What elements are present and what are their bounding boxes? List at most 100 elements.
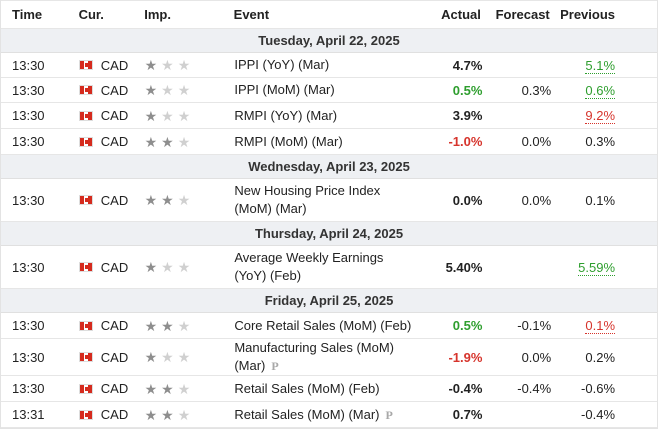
event-previous-cell: 0.1% bbox=[557, 318, 657, 334]
importance-star-empty-icon: ★ bbox=[161, 82, 174, 98]
event-previous: 0.3% bbox=[585, 134, 616, 149]
currency-code: CAD bbox=[100, 259, 129, 275]
importance-rating: ★ ★ ★ bbox=[133, 83, 225, 97]
event-previous: -0.4% bbox=[581, 407, 616, 422]
event-name-cell[interactable]: Core Retail Sales (MoM) (Feb) bbox=[224, 317, 411, 335]
date-group-header: Thursday, April 24, 2025 bbox=[1, 222, 657, 246]
event-name-cell[interactable]: Average Weekly Earnings (YoY) (Feb) bbox=[224, 249, 411, 285]
header-actual[interactable]: Actual bbox=[441, 7, 481, 22]
event-actual: -1.0% bbox=[448, 134, 483, 149]
event-currency: CAD bbox=[71, 407, 133, 422]
event-row[interactable]: 13:30 CAD ★ ★ ★ Average Weekly Earnings (YoY)… bbox=[1, 246, 657, 289]
event-row[interactable]: 13:30 CAD ★ ★ ★ RMPI (YoY) (Mar) 3.9% 9.2% bbox=[1, 103, 657, 129]
importance-star-filled-icon: ★ bbox=[161, 192, 174, 208]
event-row[interactable]: 13:30 CAD ★ ★ ★ IPPI (YoY) (Mar) 4.7% 5.1% bbox=[1, 53, 657, 78]
importance-star-empty-icon: ★ bbox=[177, 406, 191, 423]
event-row[interactable]: 13:30 CAD ★ ★ ★ New Housing Price Index (MoM)… bbox=[1, 179, 657, 222]
event-previous-cell: 0.6% bbox=[557, 82, 657, 99]
event-previous[interactable]: 0.6% bbox=[585, 82, 616, 99]
importance-star-empty-icon: ★ bbox=[161, 259, 174, 275]
event-previous[interactable]: 5.1% bbox=[585, 57, 616, 74]
table-body: Tuesday, April 22, 2025 13:30 CAD ★ ★ ★ IPPI (… bbox=[1, 29, 657, 428]
canada-flag-icon bbox=[78, 60, 93, 70]
header-previous[interactable]: Previous bbox=[560, 7, 616, 22]
importance-star-filled-icon: ★ bbox=[161, 406, 174, 423]
event-name[interactable]: Average Weekly Earnings (YoY) (Feb) bbox=[234, 250, 384, 283]
event-name[interactable]: RMPI (YoY) (Mar) bbox=[234, 107, 338, 123]
event-forecast: -0.4% bbox=[517, 381, 552, 396]
event-time: 13:30 bbox=[12, 192, 45, 208]
canada-flag-icon bbox=[78, 262, 93, 272]
importance-rating: ★ ★ ★ bbox=[133, 58, 225, 72]
event-name-cell[interactable]: Retail Sales (MoM) (Mar) P bbox=[224, 406, 411, 424]
table-header: Time Cur. Imp. Event Actual Forecast Pre… bbox=[1, 0, 657, 29]
importance-star-filled-icon: ★ bbox=[144, 133, 158, 150]
canada-flag-icon bbox=[78, 110, 93, 121]
event-name[interactable]: Manufacturing Sales (MoM) (Mar) bbox=[234, 340, 394, 373]
event-time: 13:30 bbox=[12, 57, 45, 73]
currency-code: CAD bbox=[100, 134, 129, 149]
preliminary-release-icon[interactable]: P bbox=[271, 359, 279, 373]
event-previous-cell: 0.3% bbox=[557, 134, 657, 149]
event-previous-cell: 0.2% bbox=[557, 350, 657, 365]
event-actual: 5.40% bbox=[445, 259, 483, 275]
header-currency[interactable]: Cur. bbox=[78, 7, 104, 22]
event-name[interactable]: Retail Sales (MoM) (Mar) bbox=[234, 406, 380, 422]
importance-star-empty-icon: ★ bbox=[177, 317, 191, 334]
importance-star-empty-icon: ★ bbox=[177, 133, 191, 150]
event-actual: -0.4% bbox=[448, 381, 483, 396]
event-name-cell[interactable]: New Housing Price Index (MoM) (Mar) bbox=[224, 182, 411, 218]
importance-star-empty-icon: ★ bbox=[177, 380, 191, 397]
event-name[interactable]: New Housing Price Index (MoM) (Mar) bbox=[234, 183, 381, 216]
importance-star-filled-icon: ★ bbox=[144, 259, 158, 275]
event-name-cell[interactable]: Retail Sales (MoM) (Feb) bbox=[224, 380, 411, 398]
importance-star-empty-icon: ★ bbox=[177, 259, 191, 275]
event-currency: CAD bbox=[71, 83, 133, 98]
header-event[interactable]: Event bbox=[233, 6, 270, 22]
event-name[interactable]: Core Retail Sales (MoM) (Feb) bbox=[234, 317, 412, 333]
preliminary-release-icon[interactable]: P bbox=[385, 407, 393, 422]
header-time[interactable]: Time bbox=[12, 7, 43, 22]
event-name-cell[interactable]: IPPI (YoY) (Mar) bbox=[224, 56, 411, 74]
importance-star-empty-icon: ★ bbox=[161, 349, 174, 365]
currency-code: CAD bbox=[100, 108, 129, 123]
date-group-header: Friday, April 25, 2025 bbox=[1, 289, 657, 313]
event-actual: 3.9% bbox=[452, 108, 483, 123]
importance-star-empty-icon: ★ bbox=[177, 107, 191, 124]
event-time: 13:30 bbox=[12, 82, 45, 98]
header-forecast[interactable]: Forecast bbox=[495, 7, 550, 22]
event-previous[interactable]: 9.2% bbox=[585, 108, 616, 124]
event-row[interactable]: 13:30 CAD ★ ★ ★ Core Retail Sales (MoM) (Feb)… bbox=[1, 313, 657, 339]
event-name[interactable]: IPPI (YoY) (Mar) bbox=[234, 57, 330, 72]
event-time: 13:30 bbox=[12, 381, 45, 396]
event-forecast: 0.3% bbox=[521, 82, 552, 98]
event-name[interactable]: RMPI (MoM) (Mar) bbox=[234, 133, 343, 149]
event-actual: 4.7% bbox=[452, 57, 483, 73]
event-row[interactable]: 13:30 CAD ★ ★ ★ RMPI (MoM) (Mar) -1.0% 0.0% 0.3% bbox=[1, 129, 657, 155]
event-time: 13:31 bbox=[12, 407, 45, 422]
event-name-cell[interactable]: IPPI (MoM) (Mar) bbox=[224, 81, 411, 99]
currency-code: CAD bbox=[100, 381, 129, 396]
importance-star-filled-icon: ★ bbox=[144, 349, 158, 365]
event-name-cell[interactable]: RMPI (MoM) (Mar) bbox=[224, 133, 411, 151]
event-previous[interactable]: 5.59% bbox=[578, 259, 616, 276]
event-name-cell[interactable]: Manufacturing Sales (MoM) (Mar) P bbox=[224, 339, 411, 375]
event-row[interactable]: 13:30 CAD ★ ★ ★ Retail Sales (MoM) (Feb) -0.4%… bbox=[1, 376, 657, 402]
event-row[interactable]: 13:30 CAD ★ ★ ★ Manufacturing Sales (MoM) (Ma… bbox=[1, 339, 657, 376]
importance-star-filled-icon: ★ bbox=[144, 317, 158, 334]
event-actual: 0.5% bbox=[452, 82, 483, 98]
event-previous[interactable]: 0.1% bbox=[585, 318, 616, 334]
event-name-cell[interactable]: RMPI (YoY) (Mar) bbox=[224, 107, 411, 125]
event-row[interactable]: 13:30 CAD ★ ★ ★ IPPI (MoM) (Mar) 0.5% 0.3% 0.6% bbox=[1, 78, 657, 103]
event-name[interactable]: IPPI (MoM) (Mar) bbox=[234, 82, 335, 97]
event-currency: CAD bbox=[71, 260, 133, 275]
currency-code: CAD bbox=[100, 349, 129, 365]
importance-rating: ★ ★ ★ bbox=[133, 408, 225, 422]
event-row[interactable]: 13:31 CAD ★ ★ ★ Retail Sales (MoM) (Mar) P 0.7%… bbox=[1, 402, 657, 428]
header-importance[interactable]: Imp. bbox=[144, 7, 171, 22]
canada-flag-icon bbox=[78, 195, 93, 205]
event-forecast: 0.0% bbox=[521, 192, 552, 208]
event-name[interactable]: Retail Sales (MoM) (Feb) bbox=[234, 380, 380, 396]
importance-star-empty-icon: ★ bbox=[177, 349, 191, 365]
